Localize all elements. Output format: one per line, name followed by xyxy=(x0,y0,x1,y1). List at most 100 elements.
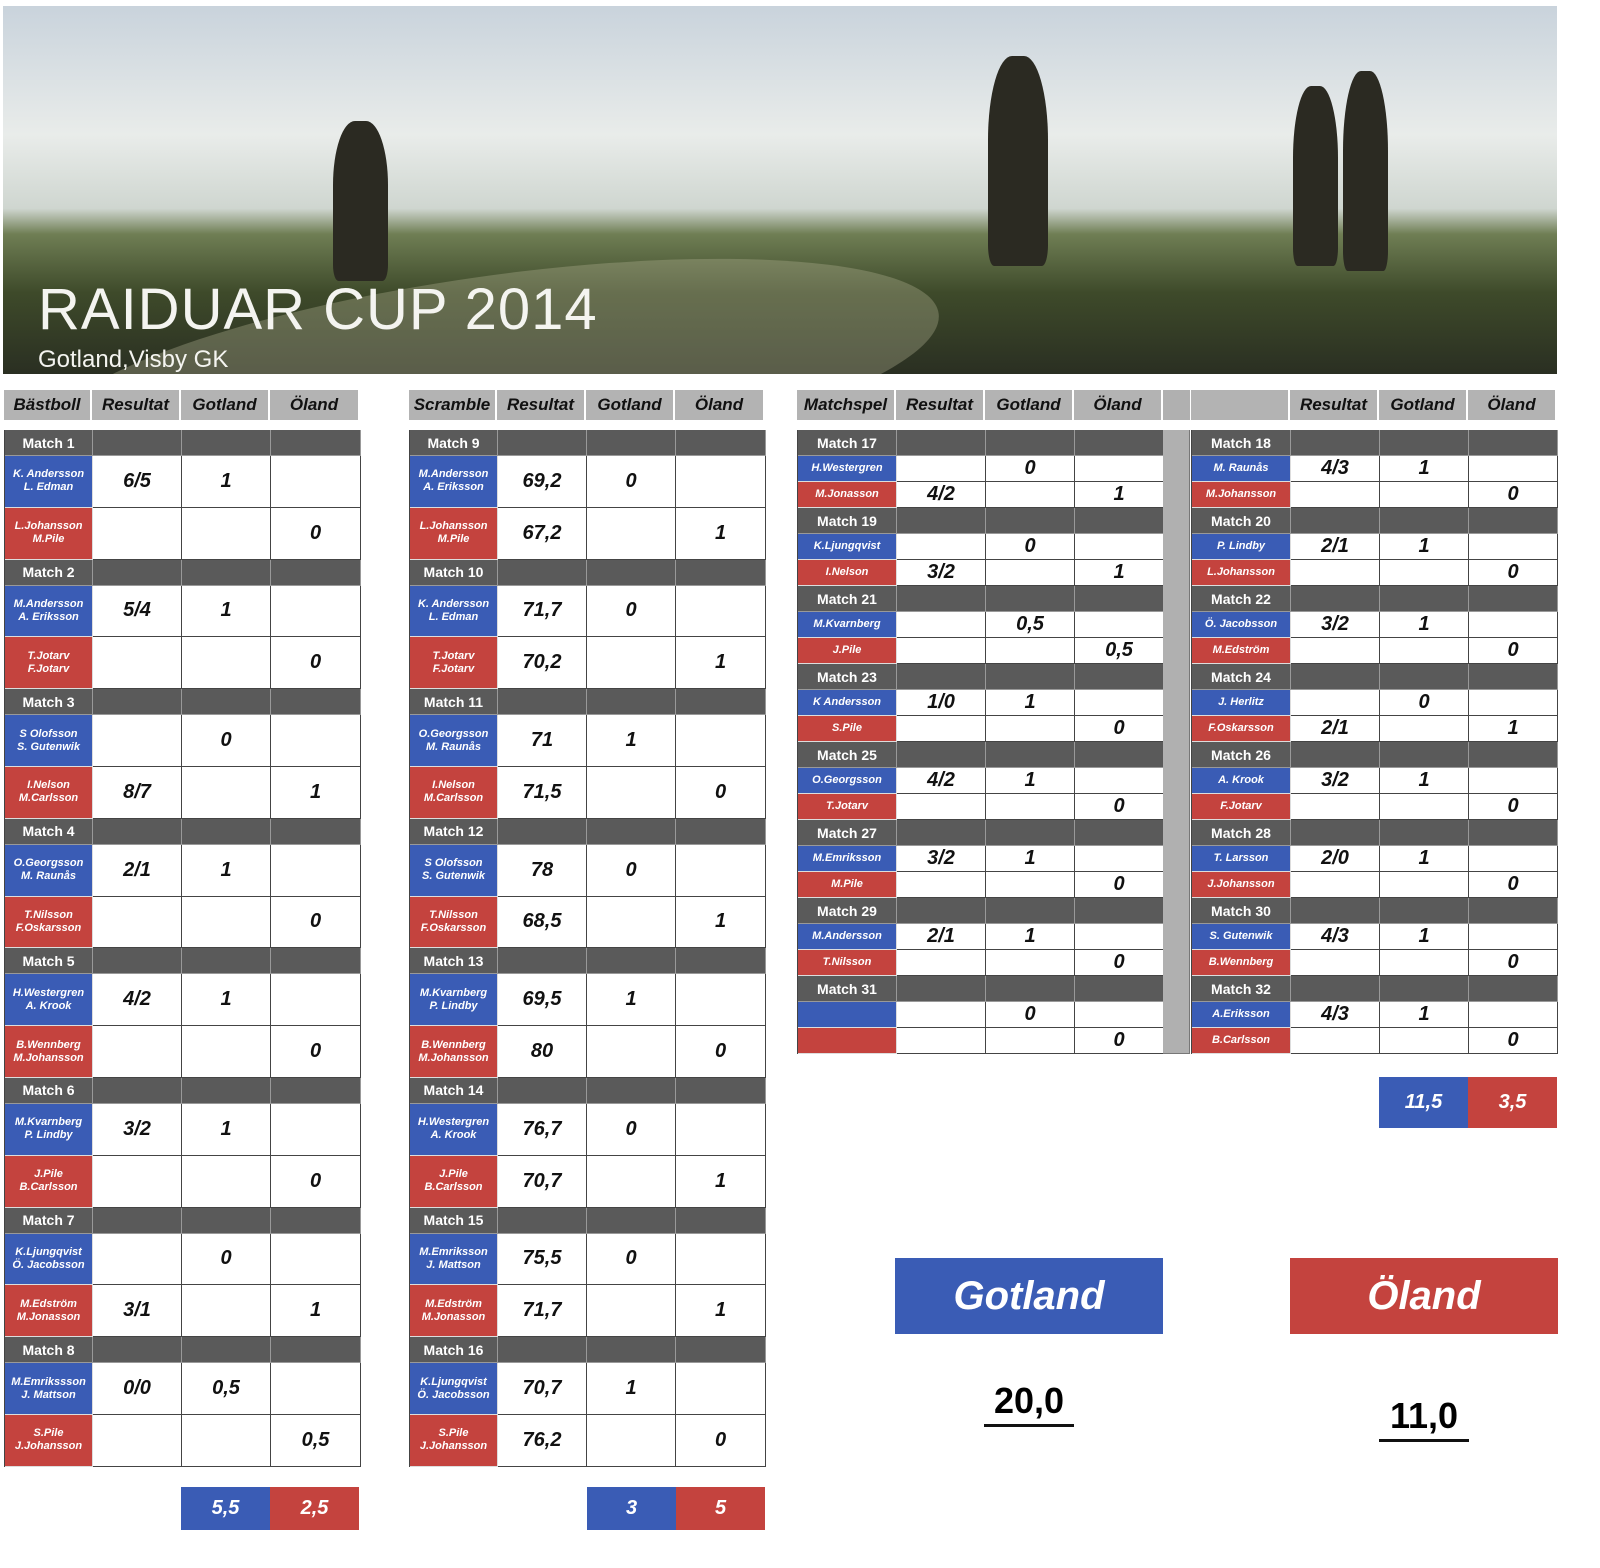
player-name: H.Westergren xyxy=(417,1116,490,1129)
match-header-cell xyxy=(93,948,182,975)
player-name: F.Jotarv xyxy=(432,662,475,675)
result-value: 3/2 xyxy=(1291,768,1380,794)
match-label: Match 11 xyxy=(410,689,498,716)
player-name: S Olofsson xyxy=(424,857,483,870)
player-name: F.Jotarv xyxy=(27,662,70,675)
oland-points xyxy=(676,715,766,767)
player-name: P. Lindby xyxy=(429,999,478,1012)
player-name: K.Ljungqvist xyxy=(813,540,881,552)
match-header-cell xyxy=(1075,898,1164,924)
player-name: T.Jotarv xyxy=(432,649,475,662)
match-label: Match 27 xyxy=(798,820,897,846)
oland-player-names: B.Wennberg M.Johansson xyxy=(5,1026,93,1078)
gotland-player-names: S. Gutenwik xyxy=(1192,924,1291,950)
oland-player-names: B.Wennberg xyxy=(1192,950,1291,976)
player-name: B.Carlsson xyxy=(1211,1034,1271,1046)
oland-points xyxy=(676,1103,766,1156)
oland-player-names: T.Nilsson xyxy=(798,950,897,976)
match-header-cell xyxy=(271,1337,361,1364)
match-header-cell xyxy=(182,430,271,456)
oland-player-names xyxy=(798,1028,897,1054)
oland-points: 1 xyxy=(676,896,766,949)
oland-player-names: I.Nelson xyxy=(798,560,897,586)
gotland-player-names: M.Kvarnberg P. Lindby xyxy=(410,974,498,1027)
match-header-cell xyxy=(1291,976,1380,1002)
player-name: M.Pile xyxy=(831,878,863,890)
match-header-cell xyxy=(1075,430,1164,456)
match-header-cell xyxy=(676,1337,766,1364)
match-header-cell xyxy=(1075,976,1164,1002)
player-name: F.Jotarv xyxy=(1220,800,1262,812)
result-value: 70,2 xyxy=(498,637,587,690)
match-label: Match 1 xyxy=(5,430,93,456)
result-value: 8/7 xyxy=(93,766,182,819)
gotland-player-names: K.Ljungqvist Ö. Jacobsson xyxy=(5,1233,93,1286)
match-header-cell xyxy=(93,1077,182,1104)
player-name: M.Jonasson xyxy=(421,1310,486,1323)
player-name: J.Johansson xyxy=(419,1440,488,1453)
oland-points xyxy=(1075,1002,1164,1028)
player-name: Ö. Jacobsson xyxy=(417,1388,490,1401)
oland-points: 0 xyxy=(1469,638,1558,664)
gotland-player-names: K. Andersson L. Edman xyxy=(410,585,498,638)
player-name: M.Carlsson xyxy=(423,792,484,805)
match-header-cell xyxy=(498,1337,587,1364)
result-value xyxy=(93,1414,182,1467)
result-value xyxy=(93,1155,182,1208)
match-header-cell xyxy=(986,586,1075,612)
player-name: M.Pile xyxy=(437,533,470,546)
player-name: T.Jotarv xyxy=(826,800,868,812)
match-header-cell xyxy=(587,948,676,975)
match-label: Match 6 xyxy=(5,1077,93,1104)
match-header-cell xyxy=(1380,586,1469,612)
match-label: Match 19 xyxy=(798,508,897,534)
oland-points xyxy=(1075,924,1164,950)
gotland-points xyxy=(986,1028,1075,1054)
player-name: F.Oskarsson xyxy=(420,921,487,934)
gotland-points: 0,5 xyxy=(986,612,1075,638)
column-header-row: Bästboll Resultat Gotland Öland xyxy=(4,390,360,420)
column-header: Scramble xyxy=(409,390,495,420)
golfer-silhouette xyxy=(1293,86,1338,266)
match-header-cell xyxy=(676,1077,766,1104)
golfer-silhouette xyxy=(333,121,388,281)
match-header-cell xyxy=(498,1077,587,1104)
column-header: Resultat xyxy=(896,390,983,420)
player-name: M.Jonasson xyxy=(16,1310,81,1323)
oland-player-names: J.Pile B.Carlsson xyxy=(5,1155,93,1208)
oland-points: 0 xyxy=(271,1155,361,1208)
result-value: 4/3 xyxy=(1291,924,1380,950)
column-header: Öland xyxy=(675,390,763,420)
results-table: Match 1 K. Andersson L. Edman 6/5 1 L.Johanss… xyxy=(4,430,361,1467)
player-name: M.Kvarnberg xyxy=(14,1116,83,1129)
gotland-player-names: H.Westergren A. Krook xyxy=(5,974,93,1027)
gotland-points: 0 xyxy=(182,1233,271,1286)
match-header-cell xyxy=(182,1337,271,1364)
oland-points: 1 xyxy=(271,1285,361,1338)
gotland-points: 0 xyxy=(986,456,1075,482)
player-name: K Andersson xyxy=(812,696,882,708)
player-name: A. Eriksson xyxy=(423,481,484,494)
gotland-points: 1 xyxy=(182,1103,271,1156)
oland-points: 0 xyxy=(1469,794,1558,820)
gotland-points: 1 xyxy=(986,924,1075,950)
match-header-cell xyxy=(271,818,361,845)
match-header-cell xyxy=(1075,508,1164,534)
player-name: J.Pile xyxy=(34,1168,63,1181)
match-label: Match 12 xyxy=(410,818,498,845)
match-header-cell xyxy=(498,430,587,456)
match-header-cell xyxy=(1291,508,1380,534)
player-name: K.Ljungqvist xyxy=(15,1245,82,1258)
player-name: T.Nilsson xyxy=(24,908,73,921)
player-name: M.Edström xyxy=(20,1297,77,1310)
gotland-player-names: S Olofsson S. Gutenwik xyxy=(410,844,498,897)
oland-points xyxy=(271,456,361,508)
gotland-points xyxy=(182,1026,271,1078)
player-name: J.Pile xyxy=(439,1168,468,1181)
player-name: M. Raunås xyxy=(425,740,481,753)
gotland-subtotal: 3 xyxy=(587,1487,676,1530)
result-value xyxy=(897,1028,986,1054)
match-header-cell xyxy=(182,1077,271,1104)
match-header-cell xyxy=(986,508,1075,534)
gotland-team-banner: Gotland xyxy=(895,1258,1163,1334)
